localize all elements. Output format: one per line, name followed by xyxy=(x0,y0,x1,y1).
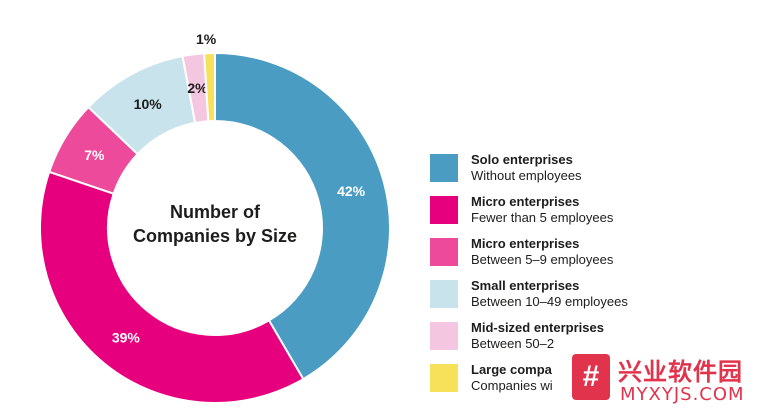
legend-title: Large compa xyxy=(471,362,552,377)
legend-swatch xyxy=(430,322,458,350)
donut-slice-micro-under-5 xyxy=(39,170,305,404)
legend-swatch xyxy=(430,280,458,308)
legend-swatch xyxy=(430,364,458,392)
slice-value-label-micro-under-5: 39% xyxy=(112,329,141,345)
legend-title: Solo enterprises xyxy=(471,152,573,167)
legend-description: Fewer than 5 employees xyxy=(471,210,614,225)
chart-title: Number of Companies by Size xyxy=(132,202,298,246)
legend-title: Mid-sized enterprises xyxy=(471,320,604,335)
legend-swatch xyxy=(430,196,458,224)
legend-title: Micro enterprises xyxy=(471,194,580,209)
legend-swatch xyxy=(430,154,458,182)
legend-description: Between 10–49 employees xyxy=(471,294,628,309)
legend-description: Between 5–9 employees xyxy=(471,252,614,267)
legend-swatch xyxy=(430,238,458,266)
slice-value-label-micro-5-9: 7% xyxy=(84,147,105,163)
legend-title: Micro enterprises xyxy=(471,236,580,251)
legend-description: Between 50–2 xyxy=(471,336,555,351)
slice-value-label-mid-sized: 2% xyxy=(187,80,208,96)
slice-value-label-small: 10% xyxy=(134,96,163,112)
watermark-logo-icon: # xyxy=(572,354,610,400)
slice-value-label-large: 1% xyxy=(196,31,217,47)
legend-title: Small enterprises xyxy=(471,278,580,293)
watermark-name: 兴业软件园 xyxy=(618,358,743,386)
legend-description: Without employees xyxy=(471,168,582,183)
watermark-url: MYXYJS.COM xyxy=(620,384,745,405)
donut-slice-solo xyxy=(214,51,391,381)
legend-description: Companies wi xyxy=(471,378,553,393)
watermark: # 兴业软件园 MYXYJS.COM xyxy=(568,352,771,410)
donut-slice-large xyxy=(203,51,216,123)
slice-value-label-solo: 42% xyxy=(337,183,366,199)
